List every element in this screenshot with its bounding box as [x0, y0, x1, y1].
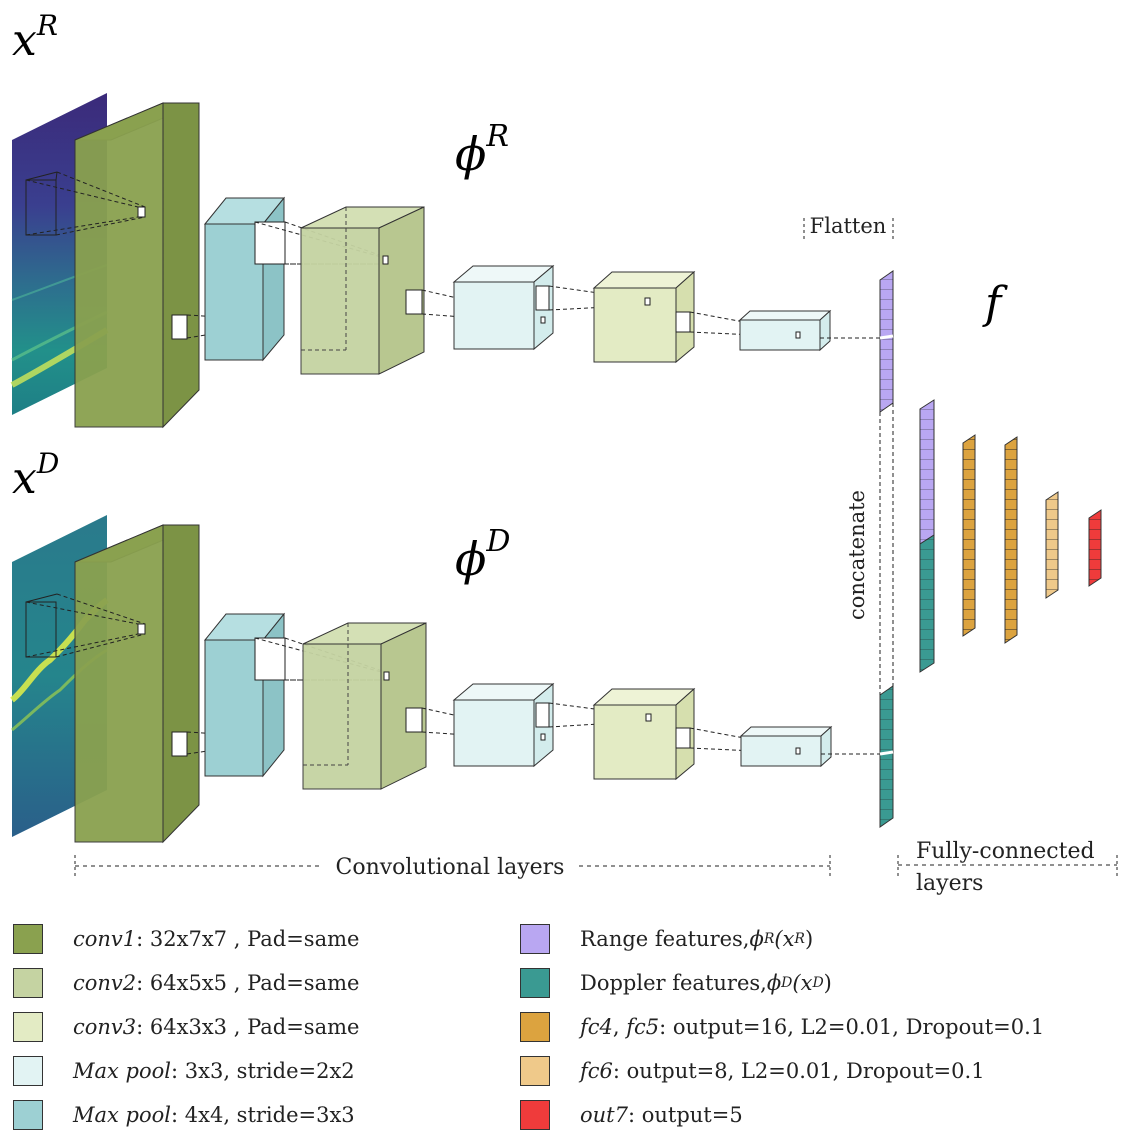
legend-swatch-doppler — [520, 968, 550, 998]
legend-range-phi: ϕ — [749, 927, 764, 951]
legend-fc6-name: fc6 — [580, 1059, 613, 1083]
legend-fc45-desc: : output=16, L2=0.01, Dropout=0.1 — [659, 1015, 1045, 1039]
doppler-final-pool-block — [739, 725, 833, 768]
legend-swatch-conv1 — [13, 924, 43, 954]
legend-conv1-desc: : 32x7x7 , Pad=same — [136, 927, 360, 951]
legend-item-range-features: Range features, ϕ R (x R) — [520, 922, 813, 956]
doppler-maxpool3-block — [452, 682, 555, 768]
legend-conv2-desc: : 64x5x5 , Pad=same — [136, 971, 360, 995]
legend-conv3-desc: : 64x3x3 , Pad=same — [136, 1015, 360, 1039]
range-final-pool-block — [738, 309, 832, 352]
legend-range-text: Range features, — [580, 927, 750, 951]
range-input-label: xR — [12, 9, 58, 66]
range-flatten-vector — [879, 270, 894, 413]
range-pool2-window — [405, 289, 423, 315]
cnn-architecture-diagram: xR xD ϕR ϕD f Flatten concatenate Convol… — [10, 9, 1118, 896]
range-encoder-label: ϕR — [455, 119, 509, 181]
legend-swatch-conv2 — [13, 968, 43, 998]
legend-range-arg: (x — [774, 927, 795, 951]
flatten-label: Flatten — [810, 214, 887, 238]
fc-layers-label-line2: layers — [916, 871, 983, 896]
range-maxpool4-block — [203, 196, 286, 362]
legend-item-conv3: conv3: 64x3x3 , Pad=same — [13, 1010, 359, 1044]
legend-maxpool3-desc: : 3x3, stride=2x2 — [171, 1059, 355, 1083]
legend-fc5-name: fc5 — [626, 1015, 660, 1039]
flatten-label-group: Flatten — [803, 214, 894, 240]
legend-maxpool3-name: Max pool — [73, 1059, 171, 1083]
legend-swatch-conv3 — [13, 1012, 43, 1042]
range-pool-window — [171, 314, 188, 340]
doppler-conv1-projection — [25, 593, 269, 755]
concatenated-feature-vector — [919, 399, 935, 673]
concatenate-label: concatenate — [845, 490, 869, 620]
legend-maxpool4-name: Max pool — [73, 1103, 171, 1127]
legend-conv1-name: conv1 — [73, 927, 137, 951]
legend-range-sup1: R — [763, 931, 775, 947]
legend-doppler-arg: (x — [792, 971, 813, 995]
legend-fc6-desc: : output=8, L2=0.01, Dropout=0.1 — [612, 1059, 985, 1083]
legend: conv1: 32x7x7 , Pad=same conv2: 64x5x5 ,… — [0, 915, 1134, 1144]
legend-range-sup2: R — [794, 931, 805, 947]
legend-item-conv2: conv2: 64x5x5 , Pad=same — [13, 966, 359, 1000]
doppler-conv3-block — [592, 687, 696, 781]
out7-layer — [1088, 509, 1102, 587]
doppler-conv2-block — [302, 622, 427, 790]
range-conv2-block — [300, 206, 425, 375]
legend-item-maxpool4: Max pool: 4x4, stride=3x3 — [13, 1098, 355, 1132]
legend-doppler-phi: ϕ — [766, 971, 782, 995]
doppler-pool-window — [171, 731, 188, 757]
range-conv1-projection — [25, 171, 269, 339]
doppler-pool2-window — [405, 707, 423, 733]
range-maxpool3-block — [452, 264, 555, 351]
legend-item-doppler-features: Doppler features, ϕ D (x D) — [520, 966, 832, 1000]
range-conv1-block — [74, 102, 200, 429]
legend-item-maxpool3: Max pool: 3x3, stride=2x2 — [13, 1054, 355, 1088]
doppler-input-label: xD — [12, 447, 59, 504]
legend-item-fc6: fc6: output=8, L2=0.01, Dropout=0.1 — [520, 1054, 985, 1088]
range-branch — [10, 93, 894, 429]
fc4-layer — [962, 434, 976, 637]
fc6-layer — [1045, 491, 1059, 599]
legend-conv2-name: conv2 — [73, 971, 137, 995]
legend-doppler-close: ) — [823, 971, 832, 995]
legend-item-out7: out7: output=5 — [520, 1098, 743, 1132]
legend-swatch-fc6 — [520, 1056, 550, 1086]
legend-fc4-name: fc4 — [580, 1015, 613, 1039]
legend-swatch-maxpool3 — [13, 1056, 43, 1086]
fully-connected-stack — [919, 399, 1102, 673]
legend-swatch-fc45 — [520, 1012, 550, 1042]
legend-doppler-text: Doppler features, — [580, 971, 767, 995]
legend-swatch-range — [520, 924, 550, 954]
fc-layers-label-line1: Fully-connected — [916, 839, 1095, 864]
fc5-layer — [1004, 436, 1018, 644]
classifier-label: f — [982, 278, 1008, 329]
conv-layers-label: Convolutional layers — [336, 855, 565, 880]
fc-layers-bracket: Fully-connected layers — [897, 838, 1118, 896]
legend-out7-desc: : output=5 — [627, 1103, 743, 1127]
doppler-maxpool4-block — [203, 612, 286, 778]
legend-swatch-out7 — [520, 1100, 550, 1130]
legend-range-close: ) — [804, 927, 814, 951]
doppler-conv1-block — [74, 524, 200, 844]
range-conv3-block — [592, 270, 696, 364]
legend-fc45-sep: , — [612, 1015, 627, 1039]
doppler-encoder-label: ϕD — [455, 524, 510, 586]
legend-item-fc45: fc4, fc5: output=16, L2=0.01, Dropout=0.… — [520, 1010, 1044, 1044]
doppler-branch — [10, 515, 894, 844]
legend-swatch-maxpool4 — [13, 1100, 43, 1130]
concatenate-connector — [879, 403, 894, 695]
conv-layers-bracket: Convolutional layers — [74, 852, 831, 880]
legend-out7-name: out7 — [580, 1103, 628, 1127]
legend-doppler-sup1: D — [781, 975, 793, 991]
legend-doppler-sup2: D — [812, 975, 824, 991]
legend-maxpool4-desc: : 4x4, stride=3x3 — [171, 1103, 355, 1127]
legend-conv3-name: conv3 — [73, 1015, 137, 1039]
legend-item-conv1: conv1: 32x7x7 , Pad=same — [13, 922, 359, 956]
doppler-flatten-vector — [879, 685, 894, 828]
